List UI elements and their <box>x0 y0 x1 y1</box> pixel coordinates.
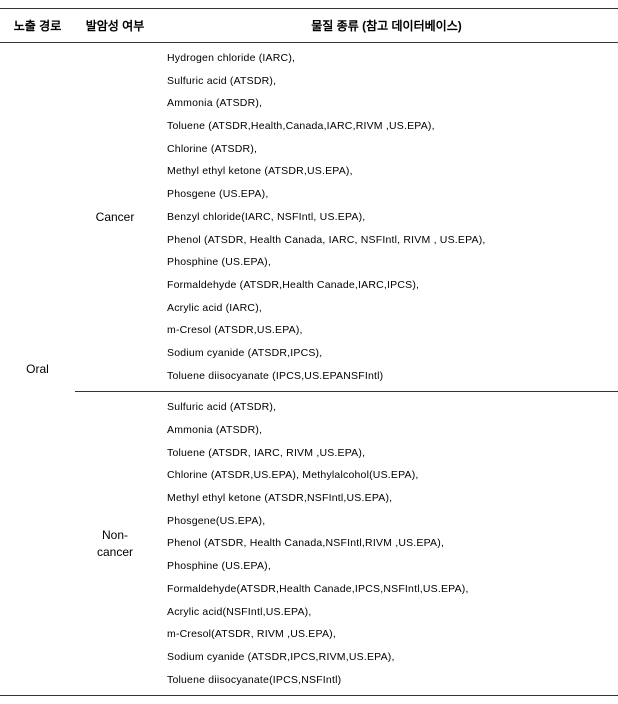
substance-cell: Formaldehyde (ATSDR,Health Canade,IARC,I… <box>155 274 618 297</box>
table-row: OralCancerHydrogen chloride (IARC), <box>0 43 618 70</box>
substance-cell: Sulfuric acid (ATSDR), <box>155 392 618 419</box>
substance-cell: Chlorine (ATSDR,US.EPA), Methylalcohol(U… <box>155 464 618 487</box>
header-substance: 물질 종류 (참고 데이터베이스) <box>155 9 618 43</box>
route-cell: Oral <box>0 43 75 696</box>
carcinogenicity-cell: Non-cancer <box>75 392 155 696</box>
substance-cell: Toluene diisocyanate (IPCS,US.EPANSFIntl… <box>155 365 618 392</box>
header-route: 노출 경로 <box>0 9 75 43</box>
substance-cell: Phosphine (US.EPA), <box>155 251 618 274</box>
table-row: Non-cancerSulfuric acid (ATSDR), <box>0 392 618 419</box>
substance-cell: Phosgene(US.EPA), <box>155 510 618 533</box>
substance-cell: Toluene (ATSDR, IARC, RIVM ,US.EPA), <box>155 442 618 465</box>
substance-cell: Sodium cyanide (ATSDR,IPCS), <box>155 342 618 365</box>
substance-cell: Sodium cyanide (ATSDR,IPCS,RIVM,US.EPA), <box>155 646 618 669</box>
substance-cell: Methyl ethyl ketone (ATSDR,US.EPA), <box>155 160 618 183</box>
substance-cell: m-Cresol(ATSDR, RIVM ,US.EPA), <box>155 623 618 646</box>
substance-cell: Toluene diisocyanate(IPCS,NSFIntl) <box>155 669 618 696</box>
substance-table: 노출 경로 발암성 여부 물질 종류 (참고 데이터베이스) OralCance… <box>0 8 618 696</box>
substance-cell: Toluene (ATSDR,Health,Canada,IARC,RIVM ,… <box>155 115 618 138</box>
substance-cell: Acrylic acid(NSFIntl,US.EPA), <box>155 601 618 624</box>
substance-cell: Phenol (ATSDR, Health Canada,NSFIntl,RIV… <box>155 532 618 555</box>
substance-cell: m-Cresol (ATSDR,US.EPA), <box>155 319 618 342</box>
table-body: OralCancerHydrogen chloride (IARC),Sulfu… <box>0 43 618 696</box>
substance-cell: Phosphine (US.EPA), <box>155 555 618 578</box>
substance-cell: Acrylic acid (IARC), <box>155 297 618 320</box>
header-row: 노출 경로 발암성 여부 물질 종류 (참고 데이터베이스) <box>0 9 618 43</box>
substance-cell: Chlorine (ATSDR), <box>155 138 618 161</box>
substance-cell: Phenol (ATSDR, Health Canada, IARC, NSFI… <box>155 229 618 252</box>
substance-cell: Benzyl chloride(IARC, NSFIntl, US.EPA), <box>155 206 618 229</box>
substance-cell: Ammonia (ATSDR), <box>155 92 618 115</box>
substance-cell: Methyl ethyl ketone (ATSDR,NSFIntl,US.EP… <box>155 487 618 510</box>
substance-cell: Hydrogen chloride (IARC), <box>155 43 618 70</box>
substance-cell: Ammonia (ATSDR), <box>155 419 618 442</box>
substance-cell: Phosgene (US.EPA), <box>155 183 618 206</box>
header-carcinogenicity: 발암성 여부 <box>75 9 155 43</box>
substance-cell: Sulfuric acid (ATSDR), <box>155 70 618 93</box>
substance-cell: Formaldehyde(ATSDR,Health Canade,IPCS,NS… <box>155 578 618 601</box>
carcinogenicity-cell: Cancer <box>75 43 155 392</box>
